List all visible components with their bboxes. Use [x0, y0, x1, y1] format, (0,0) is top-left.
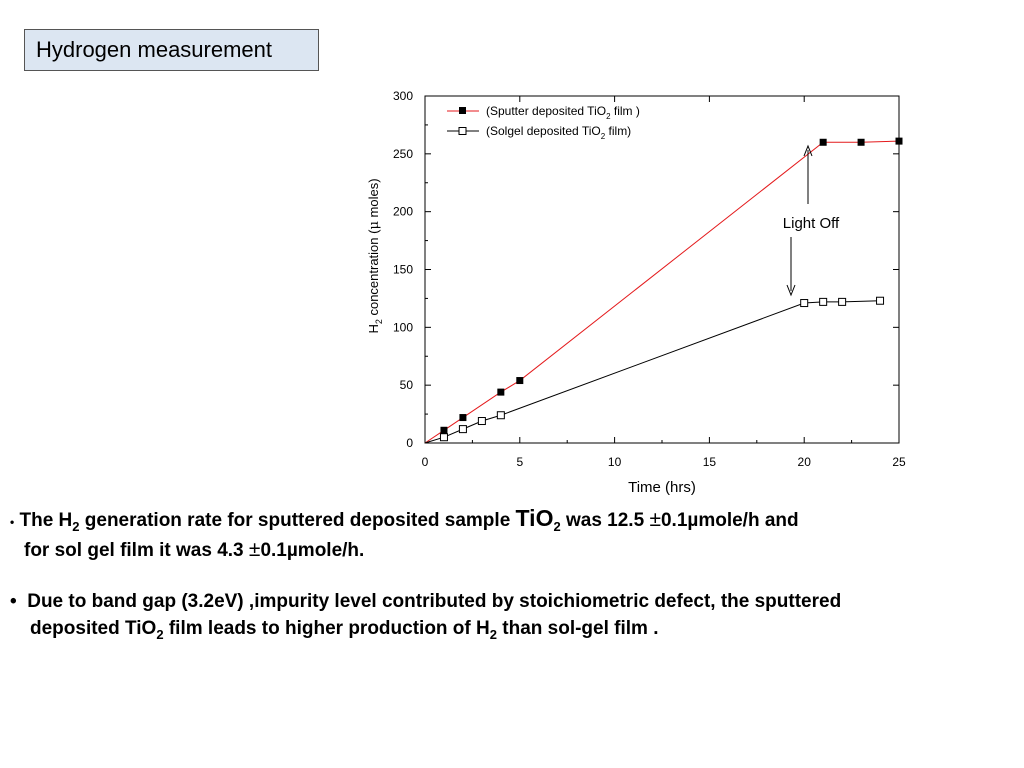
data-point-solgel: [800, 299, 809, 308]
annotation-arrowhead-down: [786, 284, 796, 297]
y-tick-label: 0: [406, 436, 413, 450]
bullet-symbol: •: [10, 515, 15, 529]
data-point-sputter: [516, 377, 524, 385]
data-point-sputter: [497, 388, 505, 396]
legend: (Sputter deposited TiO2 film ) (Solgel d…: [447, 104, 640, 141]
data-point-solgel: [876, 296, 885, 305]
data-point-solgel: [819, 297, 828, 306]
y-tick-label: 250: [393, 147, 413, 161]
data-point-sputter: [819, 138, 827, 146]
annotation-label: Light Off: [783, 215, 840, 232]
data-point-solgel: [496, 411, 505, 420]
light-off-annotation: Light Off: [783, 144, 840, 297]
x-axis-title: Time (hrs): [628, 479, 696, 496]
series-markers: [439, 137, 903, 442]
slide-title: Hydrogen measurement: [24, 29, 319, 71]
legend-item-sputter: (Sputter deposited TiO2 film ): [447, 104, 640, 121]
x-tick-label: 10: [608, 455, 622, 469]
y-axis-title: H2 concentration (μ moles): [366, 178, 384, 333]
legend-label-solgel: (Solgel deposited TiO2 film): [486, 124, 631, 141]
bullet-band-gap-line2: deposited TiO2 film leads to higher prod…: [30, 618, 659, 642]
data-point-solgel: [477, 417, 486, 426]
x-tick-label: 25: [892, 455, 906, 469]
y-tick-label: 100: [393, 320, 413, 334]
x-tick-label: 15: [703, 455, 717, 469]
data-point-sputter: [459, 414, 467, 422]
x-tick-label: 20: [798, 455, 812, 469]
x-tick-label: 5: [516, 455, 523, 469]
bullet-h2-rate-line1: • The H2 generation rate for sputtered d…: [10, 505, 799, 534]
y-tick-label: 50: [400, 378, 414, 392]
data-point-sputter: [440, 426, 448, 434]
y-tick-label: 300: [393, 89, 413, 103]
bullet-band-gap-line1: • Due to band gap (3.2eV) ,impurity leve…: [10, 591, 842, 612]
y-tick-label: 150: [393, 263, 413, 277]
bullet-h2-rate: • The H2 generation rate for sputtered d…: [10, 505, 799, 564]
data-point-solgel: [838, 297, 847, 306]
legend-marker-sputter: [459, 107, 466, 114]
legend-marker-solgel: [458, 127, 467, 135]
legend-label-sputter: (Sputter deposited TiO2 film ): [486, 104, 640, 121]
data-point-solgel: [439, 433, 448, 442]
series-line-sputter: [424, 140, 900, 444]
bullet-band-gap: • Due to band gap (3.2eV) ,impurity leve…: [10, 588, 841, 642]
series-line-solgel: [424, 300, 881, 444]
legend-item-solgel: (Solgel deposited TiO2 film): [447, 124, 631, 141]
series-lines: [424, 140, 900, 444]
data-point-sputter: [857, 138, 865, 146]
y-tick-label: 200: [393, 205, 413, 219]
data-point-sputter: [895, 137, 903, 145]
bullet-symbol: •: [10, 591, 17, 612]
annotation-arrowhead-up: [803, 144, 813, 157]
x-tick-label: 0: [422, 455, 429, 469]
data-point-solgel: [458, 425, 467, 434]
plot-frame: [424, 95, 900, 444]
bullet-h2-rate-line2: for sol gel film it was 4.3 ±0.1µmole/h.: [24, 538, 365, 561]
